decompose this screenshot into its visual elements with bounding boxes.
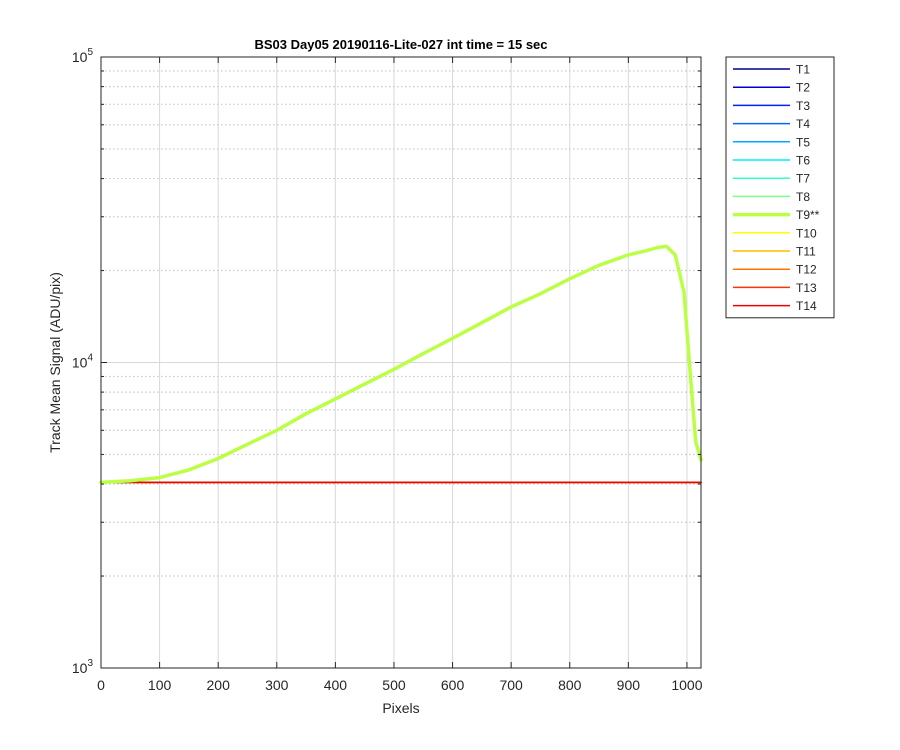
x-tick-label: 1000	[671, 677, 702, 693]
legend-entry-t9: T9**	[796, 208, 820, 222]
y-tick-label: 103	[72, 658, 94, 676]
grid-lines	[100, 56, 701, 669]
legend-entry-t8: T8	[796, 190, 810, 204]
legend-entry-t10: T10	[796, 226, 817, 240]
legend-box	[725, 56, 835, 319]
legend-entry-t3: T3	[796, 99, 810, 113]
legend-entry-t2: T2	[796, 81, 810, 95]
y-tick-label: 105	[72, 47, 94, 65]
legend-entry-t14: T14	[796, 299, 817, 313]
y-tick-label: 104	[72, 353, 94, 371]
legend-entry-t7: T7	[796, 172, 810, 186]
x-tick-label: 800	[558, 677, 582, 693]
y-axis-label: Track Mean Signal (ADU/pix)	[47, 272, 63, 453]
x-tick-label: 500	[382, 677, 406, 693]
legend-entry-t4: T4	[796, 117, 810, 131]
legend-entry-t1: T1	[796, 63, 810, 77]
legend: T1 T2 T3 T4 T5 T6 T7 T8 T9** T10 T11 T12 T13 T14	[725, 56, 835, 319]
x-tick-label: 300	[265, 677, 289, 693]
legend-entry-t11: T11	[796, 245, 816, 259]
x-tick-label: 100	[148, 677, 172, 693]
x-tick-label: 0	[97, 677, 105, 693]
x-tick-label: 600	[441, 677, 465, 693]
legend-entry-t5: T5	[796, 135, 810, 149]
legend-entry-t12: T12	[796, 263, 817, 277]
x-axis-label: Pixels	[382, 700, 419, 716]
chart-title: BS03 Day05 20190116-Lite-027 int time = …	[254, 37, 547, 52]
legend-entry-t6: T6	[796, 154, 810, 168]
series-lines	[99, 244, 703, 485]
x-tick-label: 700	[499, 677, 523, 693]
x-tick-label: 400	[324, 677, 348, 693]
x-tick-label: 200	[207, 677, 231, 693]
x-tick-label: 900	[617, 677, 641, 693]
legend-entry-t13: T13	[796, 281, 817, 295]
axis-ticks: 0 100 200 300 400 500 600 700 800 900 1000 103 104 10…	[72, 47, 703, 693]
series-line-t9	[99, 244, 703, 485]
